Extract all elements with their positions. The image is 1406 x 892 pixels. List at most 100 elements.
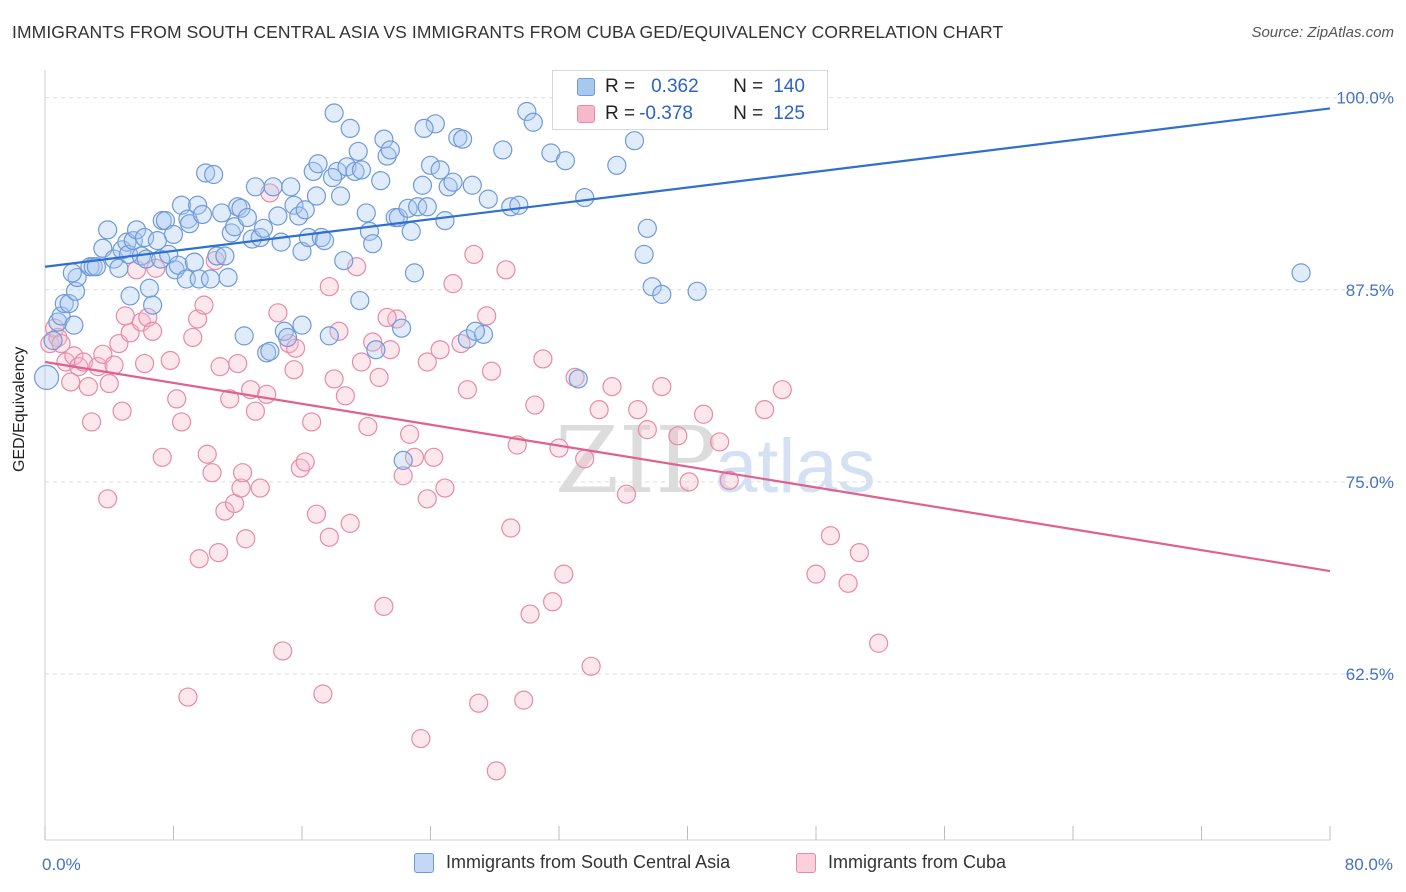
data-point-blue [65,281,86,301]
legend-item-cuba[interactable]: Immigrants from Cuba [796,852,1006,873]
data-point-blue [234,326,254,346]
data-point-pink [652,377,672,397]
data-point-blue [314,230,335,251]
legend-swatch-blue [414,852,434,873]
trend-line-blue [44,107,1331,268]
data-point-blue [228,197,248,217]
data-point-blue [575,187,595,208]
data-point-pink [520,604,540,624]
data-point-pink [549,438,569,458]
data-point-blue [634,244,654,265]
data-point-pink [340,513,360,533]
tick-labels: 100.0% 87.5% 75.0% 62.5% 0.0% 80.0% [42,89,1394,874]
data-point-pink [202,463,222,483]
data-point-pink [245,401,266,421]
data-point-blue [292,315,312,335]
data-point-pink [64,346,84,366]
data-point-blue [412,175,433,195]
data-point-blue [218,267,238,288]
n-value: 140 [773,76,805,97]
data-point-pink [581,656,601,676]
data-point-blue [281,177,301,197]
data-point-blue [624,131,645,151]
data-point-pink [268,303,288,323]
data-point-pink [232,463,253,483]
data-point-blue [453,129,473,149]
bottom-legend: Immigrants from South Central Asia Immig… [0,852,1406,878]
data-point-blue [139,278,160,298]
data-point-blue [340,118,360,139]
data-point-pink [369,367,389,387]
data-point-blue [637,218,657,238]
pink-swatch [577,105,595,123]
data-point-pink [417,352,437,372]
data-point-pink [838,573,858,593]
data-point-blue [404,263,425,283]
legend-swatch-pink [796,852,816,873]
data-point-blue [322,167,343,188]
data-point-blue [366,340,386,360]
data-point-blue [430,160,450,180]
data-point-blue [163,224,184,245]
data-point-blue [687,281,707,301]
data-point-pink [319,527,339,547]
data-point-blue [200,269,221,289]
data-point-blue [268,206,288,226]
data-point-blue [189,269,209,289]
data-point-pink [424,447,444,467]
data-point-blue [517,101,537,122]
data-point-pink [533,349,553,369]
data-point-blue [126,220,147,240]
data-point-blue [443,172,463,192]
data-point-blue [59,294,79,314]
data-point-pink [134,353,155,374]
data-point-blue [523,112,543,132]
r-value: -0.378 [639,103,693,124]
data-point-pink [820,526,841,546]
data-point-blue [401,221,421,241]
data-point-blue [393,450,413,470]
data-point-blue [465,321,486,341]
data-point-pink [115,306,135,326]
data-point-pink [443,274,463,294]
data-point-blue [555,151,576,171]
data-point-blue [43,330,63,351]
data-point-blue [1291,263,1311,283]
data-point-pink [404,447,425,467]
data-point-pink [220,389,240,409]
data-point-blue [295,200,315,220]
data-point-pink [302,412,322,432]
data-point-blue [204,164,224,185]
data-point-blue [253,218,274,238]
data-point-pink [457,380,478,400]
data-point-pink [183,327,203,348]
data-point-blue [196,163,216,183]
data-point-blue [501,197,521,217]
data-point-blue [120,286,140,306]
data-point-pink [250,478,270,498]
stats-row-south-central-asia: R = 0.362 N = 140 [553,74,805,100]
trend-lines [44,107,1331,573]
data-point-pink [98,489,118,509]
data-point-pink [589,400,609,420]
axes [44,70,1331,841]
data-point-blue [607,155,627,175]
data-point-blue [284,195,304,215]
data-point-blue [306,186,327,206]
data-point-pink [496,260,516,280]
watermark-atlas: atlas [715,424,876,509]
data-point-pink [178,687,198,707]
data-point-blue [324,103,344,123]
data-point-pink [210,357,230,377]
data-point-pink [514,690,534,710]
data-point-pink [351,352,372,372]
data-point-blue [420,155,441,175]
data-point-pink [387,309,407,329]
legend-item-south-central-asia[interactable]: Immigrants from South Central Asia [414,852,730,873]
data-point-blue [391,318,412,338]
data-point-blue [478,189,498,209]
data-point-pink [501,518,521,538]
data-point-pink [358,416,378,437]
y-tick-label: 87.5% [1346,281,1394,300]
data-point-blue [192,204,213,225]
